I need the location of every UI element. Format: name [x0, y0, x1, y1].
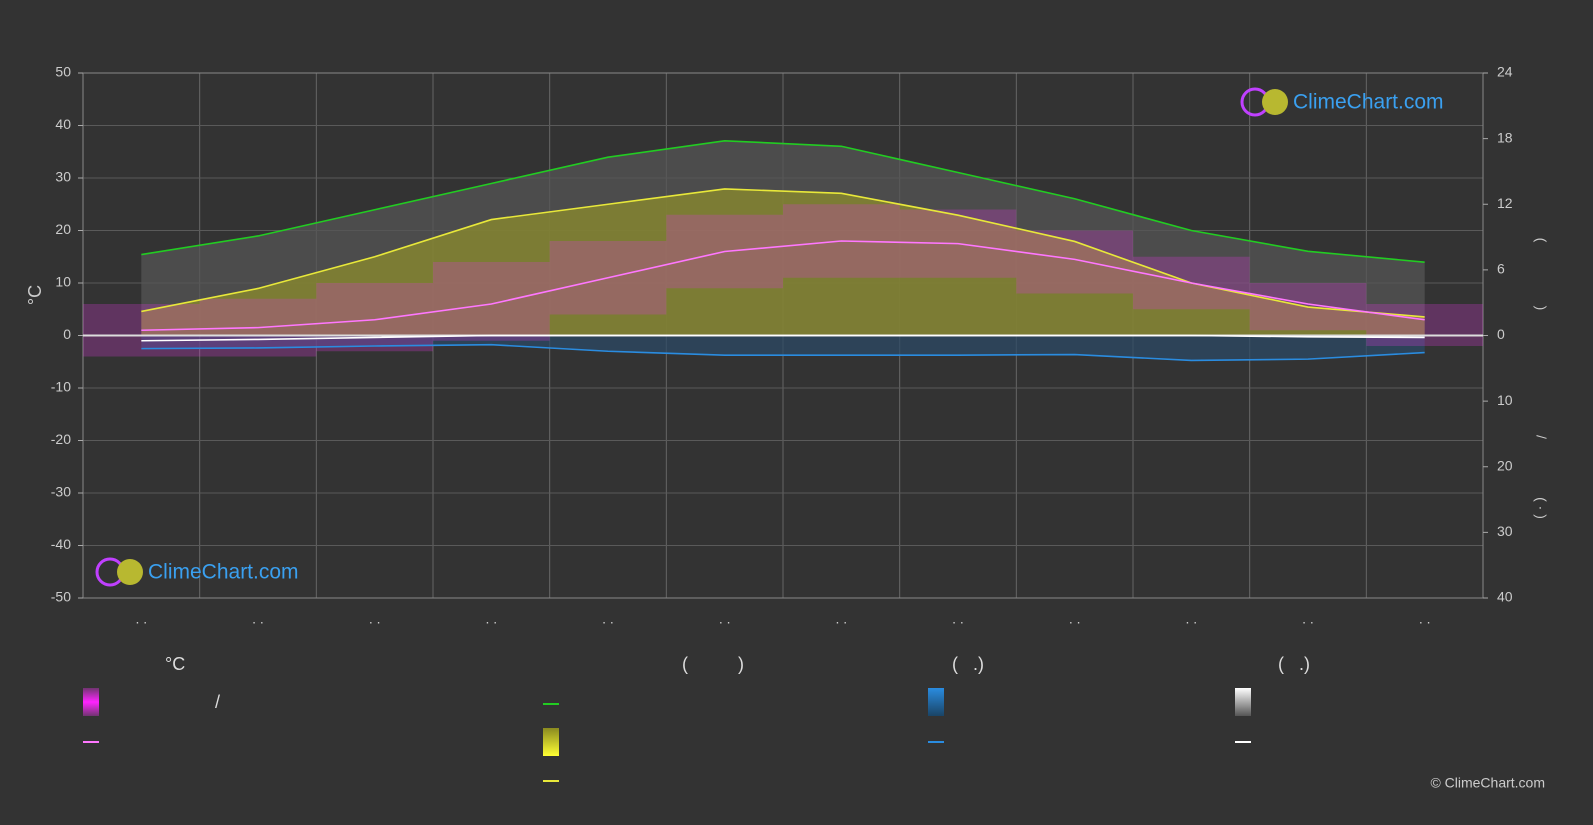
- x-tick-label: . .: [1069, 611, 1081, 627]
- y-tick-label: -20: [51, 431, 71, 447]
- y-tick-label: 20: [55, 221, 71, 237]
- y3-tick-label: 40: [1497, 589, 1513, 605]
- y2-tick-label: 12: [1497, 195, 1513, 211]
- logo-text: ClimeChart.com: [148, 561, 299, 584]
- legend-swatch: [1235, 688, 1251, 716]
- y3-tick-label: 30: [1497, 523, 1513, 539]
- logo: ClimeChart.com: [1240, 87, 1444, 117]
- legend-text: /: [215, 692, 220, 712]
- x-tick-label: . .: [952, 611, 964, 627]
- legend-header: ( .): [1278, 654, 1310, 674]
- x-tick-label: . .: [135, 611, 147, 627]
- x-tick-label: . .: [602, 611, 614, 627]
- y3-axis-label: ( · ): [1533, 497, 1549, 519]
- y2-tick-label: 18: [1497, 129, 1513, 145]
- copyright: © ClimeChart.com: [1430, 775, 1545, 791]
- legend-swatch: [928, 688, 944, 716]
- y2-tick-label: 6: [1497, 261, 1505, 277]
- y-tick-label: -50: [51, 589, 71, 605]
- legend-header: ( .): [952, 654, 984, 674]
- y-tick-label: 50: [55, 64, 71, 80]
- series-line: [141, 334, 1425, 342]
- series-line: [141, 140, 1425, 264]
- y-tick-label: 0: [63, 326, 71, 342]
- y3-tick-label: 20: [1497, 457, 1513, 473]
- y-tick-label: -40: [51, 536, 71, 552]
- y-tick-label: 40: [55, 116, 71, 132]
- y2-axis-label: ): [1533, 306, 1549, 311]
- y2-axis-label: (: [1533, 238, 1549, 243]
- temp-range: [1016, 230, 1133, 294]
- logo-text: ClimeChart.com: [1293, 91, 1444, 114]
- temp-range: [433, 262, 550, 341]
- y-tick-label: -10: [51, 379, 71, 395]
- x-tick-label: . .: [485, 611, 497, 627]
- y2-tick-label: 0: [1497, 326, 1505, 342]
- legend-swatch: [543, 728, 559, 756]
- y-tick-label: 30: [55, 169, 71, 185]
- y3-tick-label: 10: [1497, 392, 1513, 408]
- y3-axis-label: /: [1533, 435, 1549, 439]
- legend-header: °C: [165, 654, 185, 674]
- area: [141, 188, 1425, 336]
- y2-tick-label: 24: [1497, 64, 1513, 80]
- y-axis-label: °C: [25, 285, 45, 305]
- area: [141, 335, 1425, 361]
- x-tick-label: . .: [369, 611, 381, 627]
- y-tick-label: 10: [55, 274, 71, 290]
- series-line: [141, 240, 1425, 332]
- y-tick-label: -30: [51, 484, 71, 500]
- logo: ClimeChart.com: [95, 557, 299, 587]
- x-tick-label: . .: [252, 611, 264, 627]
- x-tick-label: . .: [719, 611, 731, 627]
- x-tick-label: . .: [1185, 611, 1197, 627]
- temp-range: [316, 283, 433, 352]
- legend-header: ( ): [682, 654, 744, 674]
- x-tick-label: . .: [1419, 611, 1431, 627]
- x-tick-label: . .: [1302, 611, 1314, 627]
- series-line: [141, 343, 1425, 362]
- temp-range: [1366, 304, 1483, 346]
- legend-swatch: [83, 688, 99, 716]
- x-tick-label: . .: [835, 611, 847, 627]
- plot-area: [82, 72, 1484, 599]
